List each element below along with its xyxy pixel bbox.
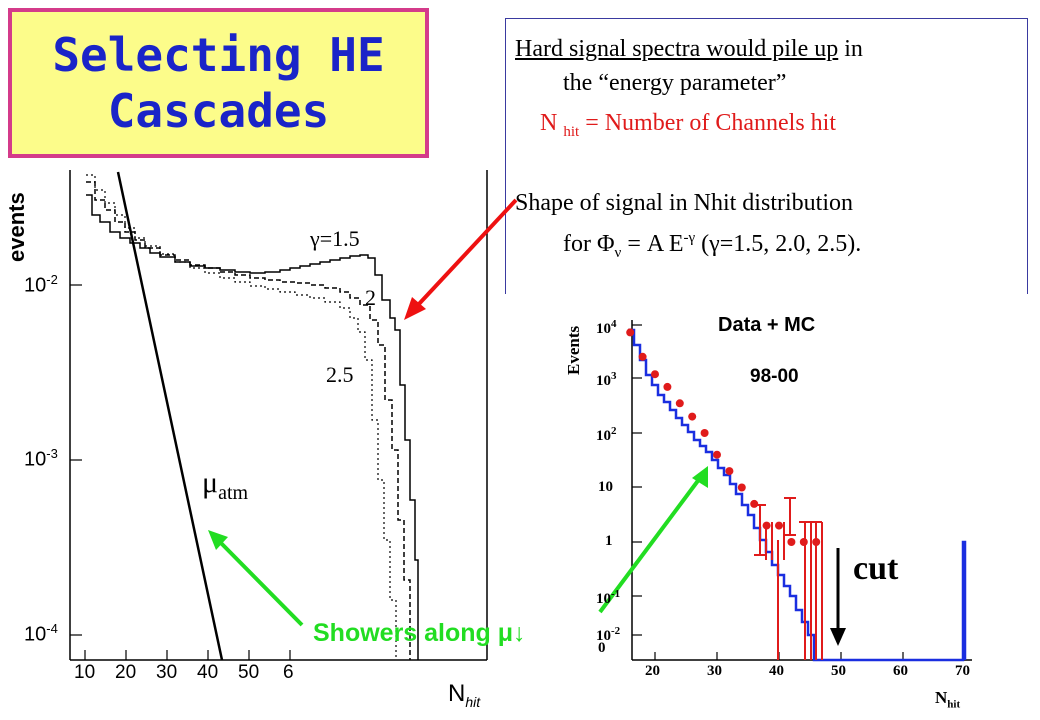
right-ytick-6: 10-1 <box>596 588 621 607</box>
green-arrowhead-left <box>208 530 228 550</box>
label-gamma-1-5: γ=1.5 <box>310 226 360 251</box>
right-xtick-50: 50 <box>831 663 846 679</box>
data-point <box>799 538 808 546</box>
description-line4: Shape of signal in Nhit distribution <box>515 190 853 216</box>
left-xtick-60: 6 <box>283 662 294 683</box>
right-ytick-5: 1 <box>605 533 613 549</box>
showers-label: Showers along μ↓ <box>313 619 526 647</box>
left-xtick-20: 20 <box>115 662 137 683</box>
description-line1: Hard signal spectra would pile up in <box>515 36 863 62</box>
left-plot-ticks <box>70 284 291 660</box>
right-xtick-20: 20 <box>645 663 660 679</box>
muatm-curve <box>116 171 224 661</box>
label-muatm: μatm <box>202 466 249 504</box>
right-ytick-7: 10-2 <box>596 625 621 644</box>
right-plot-xlabel: Nhit <box>935 688 961 711</box>
label-gamma-2-5: 2.5 <box>326 362 354 387</box>
data-point <box>638 352 647 361</box>
right-ytick-2: 103 <box>596 370 617 389</box>
right-ytick-4: 10 <box>598 479 613 495</box>
left-ytick-3: 10-4 <box>24 621 58 646</box>
description-box: Hard signal spectra would pile up in the… <box>505 18 1028 294</box>
slide-title-line1: Selecting HE <box>52 28 385 82</box>
left-ytick-1: 10-2 <box>24 272 58 297</box>
right-xtick-30: 30 <box>707 663 722 679</box>
curve-gamma-2 <box>86 181 411 660</box>
right-xtick-70: 70 <box>955 663 970 679</box>
left-plot-xlabel: Nhit <box>448 680 481 710</box>
data-point <box>626 328 635 337</box>
data-point <box>737 483 746 492</box>
data-point <box>725 467 734 476</box>
green-arrowhead-right <box>692 466 708 488</box>
left-plot-ylabel: events <box>4 192 29 262</box>
data-point <box>750 499 759 508</box>
slide-title-line2: Cascades <box>107 84 330 138</box>
right-plot-ticks <box>632 324 966 660</box>
right-ytick-3: 102 <box>596 425 617 444</box>
description-line2: the “energy parameter” <box>563 70 787 96</box>
red-arrowhead <box>404 297 426 320</box>
right-xtick-40: 40 <box>769 663 784 679</box>
description-line3: N hit = Number of Channels hit <box>540 110 837 140</box>
left-ytick-2: 10-3 <box>24 446 58 471</box>
red-arrow <box>416 198 518 307</box>
data-point <box>663 382 672 391</box>
right-plot-title: Data + MC <box>718 314 816 336</box>
data-point <box>787 538 796 546</box>
left-xtick-50: 50 <box>238 662 260 683</box>
right-ytick-8: 0 <box>598 640 606 656</box>
data-point <box>700 429 709 437</box>
data-point <box>688 412 697 421</box>
right-ytick-1: 104 <box>596 318 617 337</box>
left-xtick-40: 40 <box>197 662 219 683</box>
data-point <box>775 521 783 530</box>
data-point <box>713 450 721 459</box>
green-arrow-left <box>216 538 304 627</box>
left-xtick-30: 30 <box>156 662 178 683</box>
description-line5: for Φν = A E-γ (γ=1.5, 2.0, 2.5). <box>563 230 862 261</box>
curve-gamma-2-5 <box>86 174 397 660</box>
data-error-bars <box>754 497 823 660</box>
curve-gamma-1-5 <box>86 194 419 660</box>
right-xtick-60: 60 <box>893 663 908 679</box>
title-box: Selecting HE Cascades <box>8 8 429 158</box>
data-point <box>675 399 684 408</box>
label-gamma-2: 2 <box>365 285 376 310</box>
data-point <box>651 370 659 379</box>
right-plot-period: 98-00 <box>750 366 799 387</box>
cut-label: cut <box>853 550 899 587</box>
data-points-group <box>626 328 821 546</box>
cut-arrowhead <box>830 628 846 646</box>
left-xtick-10: 10 <box>74 662 96 683</box>
right-plot-ylabel: Events <box>564 325 583 375</box>
green-arrow-right <box>598 476 702 614</box>
